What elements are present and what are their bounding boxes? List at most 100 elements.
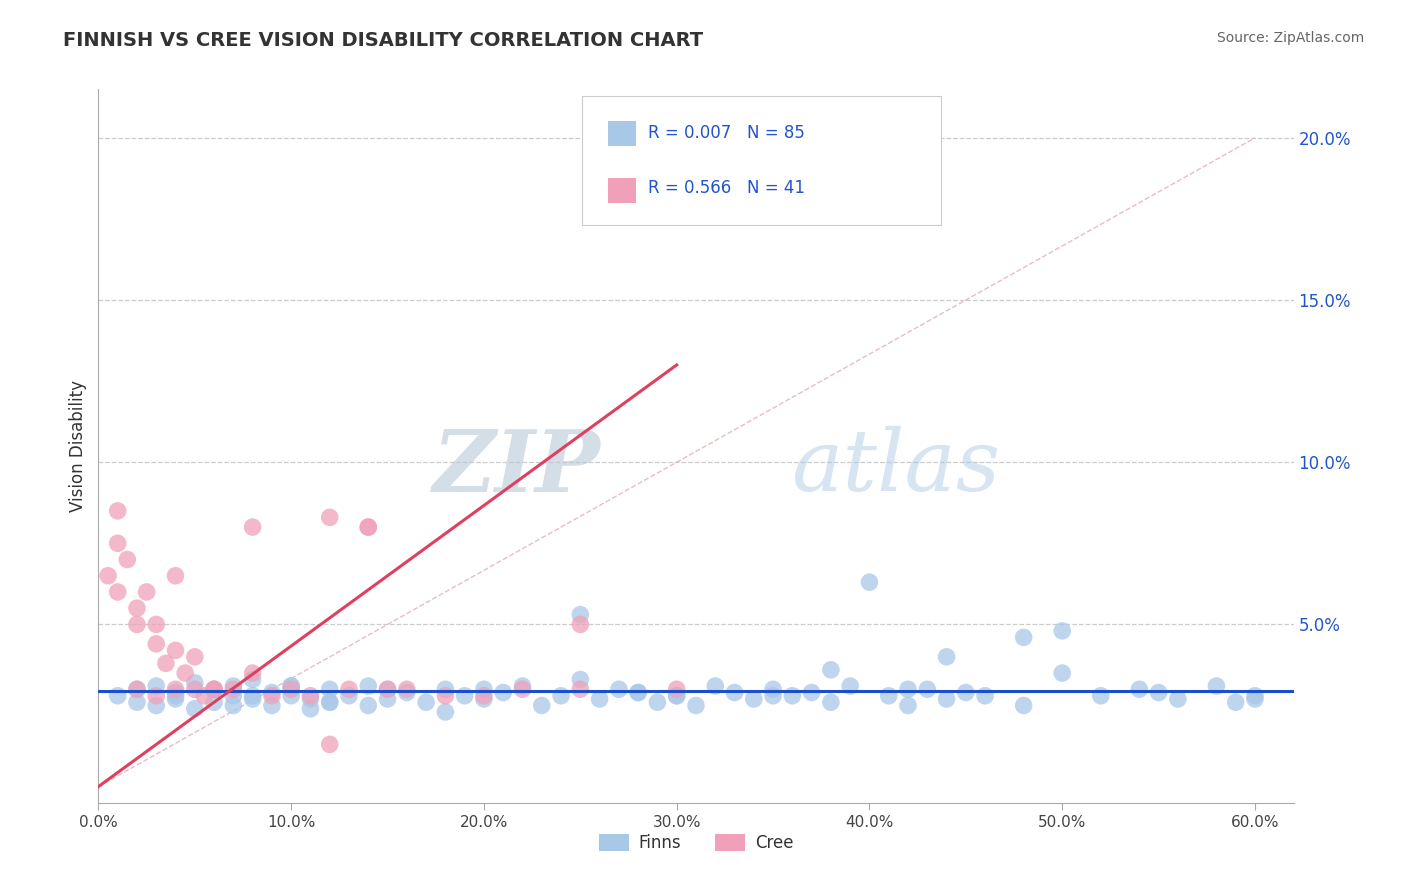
FancyBboxPatch shape	[607, 178, 637, 202]
Point	[165, 568, 187, 582]
Point	[935, 649, 957, 664]
Text: atlas: atlas	[792, 426, 1001, 508]
Point	[193, 689, 215, 703]
Point	[453, 689, 475, 703]
Point	[337, 689, 360, 703]
Point	[319, 682, 342, 697]
Point	[723, 685, 745, 699]
Point	[125, 695, 148, 709]
Point	[974, 689, 997, 703]
Point	[125, 601, 148, 615]
Point	[260, 698, 283, 713]
Point	[569, 607, 592, 622]
Point	[839, 679, 862, 693]
Text: Source: ZipAtlas.com: Source: ZipAtlas.com	[1216, 31, 1364, 45]
Point	[222, 679, 245, 693]
Point	[1128, 682, 1150, 697]
Point	[434, 705, 457, 719]
Point	[377, 682, 399, 697]
Point	[260, 685, 283, 699]
Point	[357, 520, 380, 534]
Point	[1090, 689, 1112, 703]
Point	[782, 689, 804, 703]
Point	[107, 536, 129, 550]
Point	[242, 692, 264, 706]
Point	[1050, 624, 1073, 638]
Point	[1205, 679, 1227, 693]
Point	[762, 689, 785, 703]
Point	[299, 702, 322, 716]
Point	[897, 698, 920, 713]
Point	[165, 689, 187, 703]
Point	[337, 682, 360, 697]
Text: R = 0.007   N = 85: R = 0.007 N = 85	[648, 125, 806, 143]
Point	[165, 643, 187, 657]
Point	[165, 692, 187, 706]
Point	[1147, 685, 1170, 699]
Point	[145, 617, 167, 632]
Point	[434, 689, 457, 703]
Point	[665, 689, 688, 703]
Point	[135, 585, 157, 599]
Point	[1012, 631, 1035, 645]
Point	[955, 685, 977, 699]
Point	[627, 685, 650, 699]
Point	[184, 682, 207, 697]
Point	[395, 682, 418, 697]
Point	[319, 510, 342, 524]
Point	[762, 682, 785, 697]
Point	[145, 679, 167, 693]
Point	[472, 682, 495, 697]
Point	[184, 675, 207, 690]
Legend: Finns, Cree: Finns, Cree	[592, 827, 800, 859]
FancyBboxPatch shape	[607, 120, 637, 145]
Point	[395, 685, 418, 699]
Point	[184, 649, 207, 664]
Point	[1244, 692, 1267, 706]
Point	[299, 689, 322, 703]
Point	[820, 663, 842, 677]
Point	[512, 682, 534, 697]
Point	[165, 685, 187, 699]
Point	[800, 685, 823, 699]
Point	[165, 682, 187, 697]
Point	[222, 698, 245, 713]
Point	[319, 695, 342, 709]
Point	[742, 692, 765, 706]
Point	[665, 682, 688, 697]
Text: ZIP: ZIP	[433, 425, 600, 509]
Point	[145, 698, 167, 713]
Point	[202, 682, 225, 697]
Point	[434, 682, 457, 697]
Point	[512, 679, 534, 693]
Point	[155, 657, 177, 671]
Point	[569, 617, 592, 632]
Point	[125, 682, 148, 697]
Point	[97, 568, 120, 582]
Point	[242, 520, 264, 534]
Point	[299, 692, 322, 706]
Point	[569, 673, 592, 687]
Point	[107, 504, 129, 518]
Point	[492, 685, 515, 699]
Point	[569, 682, 592, 697]
Point	[260, 689, 283, 703]
Point	[588, 692, 610, 706]
Point	[222, 689, 245, 703]
Point	[174, 666, 197, 681]
Point	[897, 682, 920, 697]
Point	[1167, 692, 1189, 706]
Point	[1050, 666, 1073, 681]
Y-axis label: Vision Disability: Vision Disability	[69, 380, 87, 512]
Point	[647, 695, 669, 709]
Point	[935, 692, 957, 706]
Point	[357, 679, 380, 693]
Point	[357, 698, 380, 713]
Point	[607, 682, 630, 697]
Point	[1244, 689, 1267, 703]
Point	[472, 692, 495, 706]
Point	[319, 695, 342, 709]
Point	[242, 673, 264, 687]
Point	[107, 689, 129, 703]
Point	[222, 682, 245, 697]
